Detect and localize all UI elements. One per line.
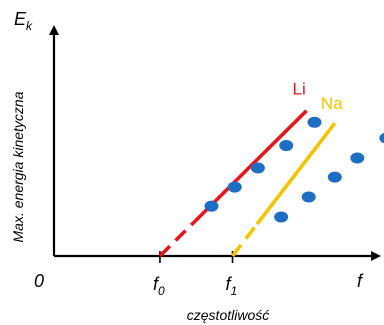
x-tick-label-subscript: 1 — [231, 284, 238, 298]
data-point — [204, 200, 219, 212]
x-tick-label-base: f — [153, 274, 160, 294]
data-point — [279, 140, 294, 152]
data-point — [250, 162, 265, 174]
series-line-dashed — [158, 219, 197, 258]
series-layer: Li Na — [158, 80, 384, 258]
series-na: Na — [231, 94, 384, 258]
series-label: Li — [293, 80, 306, 99]
x-ticks: f0 f1 — [153, 251, 237, 298]
series-line-dashed — [231, 223, 259, 258]
x-tick-label: f0 — [153, 274, 165, 298]
y-axis-symbol-subscript: k — [26, 19, 33, 33]
series-label: Na — [321, 94, 343, 113]
data-point — [227, 181, 242, 193]
data-point — [327, 171, 342, 183]
x-tick-label-base: f — [226, 274, 233, 294]
axes — [49, 25, 381, 261]
data-point — [379, 132, 384, 144]
y-axis-label: Max. energia kinetyczna — [10, 91, 26, 242]
series-li: Li — [158, 80, 322, 258]
series-line — [255, 122, 337, 226]
x-tick-label-subscript: 0 — [158, 284, 165, 298]
x-tick-label: f1 — [226, 274, 238, 298]
x-axis-symbol: f — [357, 271, 364, 291]
data-point — [350, 152, 365, 164]
x-axis-label: częstotliwość — [187, 307, 269, 323]
y-axis-symbol: Ek — [14, 9, 33, 33]
data-point — [301, 191, 316, 203]
data-point — [274, 211, 289, 223]
origin-label: 0 — [34, 271, 44, 291]
data-point — [307, 116, 322, 128]
